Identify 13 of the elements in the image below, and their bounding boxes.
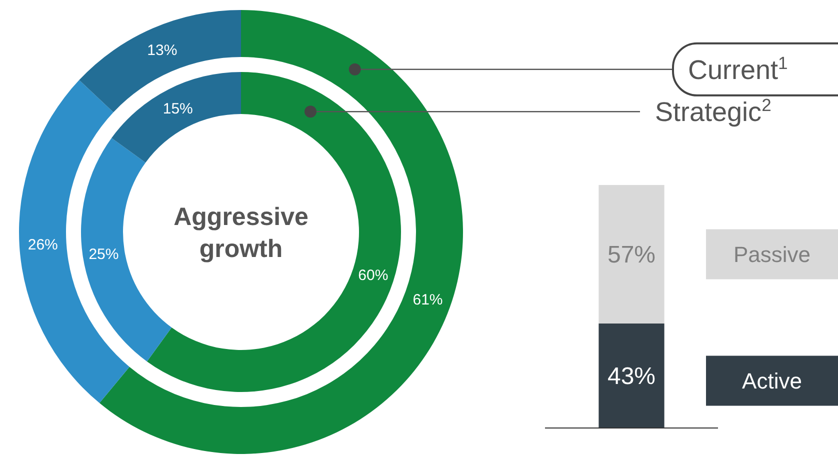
- data-label: 61%: [412, 291, 443, 308]
- data-label: 13%: [147, 42, 178, 60]
- data-label: 15%: [162, 100, 193, 118]
- data-label: 57%: [607, 242, 656, 269]
- data-label: 43%: [607, 363, 656, 390]
- slice-label: Current$^{1}$: [688, 52, 788, 85]
- text: Active: [742, 368, 802, 394]
- text: Passive: [733, 242, 811, 267]
- slice-label: Strategic$^{2}$: [655, 95, 772, 128]
- text: Aggressive growth: [174, 202, 308, 263]
- data-label: 25%: [88, 246, 119, 263]
- data-label: 60%: [358, 267, 388, 284]
- data-label: 26%: [28, 236, 58, 254]
